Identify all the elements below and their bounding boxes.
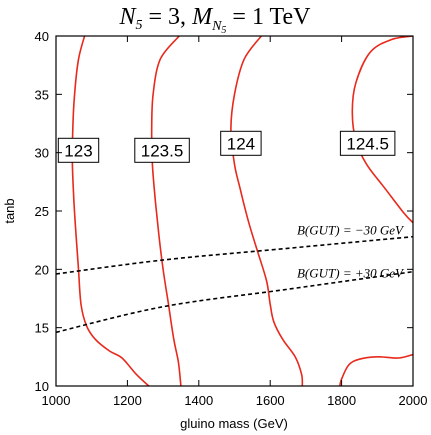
plot-frame [55,35,414,387]
axis-ticks: 1000 1200 1400 1600 1800 2000 10 15 20 25 30 35 40 [35,29,428,408]
x-tick-label: 1800 [327,393,356,408]
y-tick-label: 35 [35,87,49,102]
title-m: M [191,4,214,30]
x-tick-label: 1600 [256,393,285,408]
x-tick-label: 1400 [184,393,213,408]
contour-line-123-5 [150,36,182,386]
annotation-bgut-plus: B(GUT) = +30 GeV [297,266,405,281]
boundary-line-b-gut-30-gev [56,235,413,275]
title-n: N [119,4,138,30]
chart-title: N5 = 3, MN5 = 1 TeV [119,4,312,36]
boundary-line-b-gut-30-gev [56,270,413,334]
title-eq1: = 3, [143,4,193,30]
contour-line-124-5 [351,36,413,224]
y-tick-label: 15 [35,321,49,336]
title-n-sub: 5 [136,18,143,33]
title-m-subsub: 5 [221,25,226,36]
title-m-sub: N [211,19,222,34]
contour-label-box [339,130,396,156]
contour-label-text: 124.5 [346,134,389,153]
contour-line-124-5-lower [339,353,413,386]
y-tick-label: 40 [35,29,49,44]
contour-line-123 [71,36,150,386]
y-axis-label: tanb [2,198,17,223]
y-tick-label: 25 [35,204,49,219]
contour-label-box [134,137,190,163]
plot-area: 123 123.5 124 124.5 B(GUT) = −30 GeV B(GUT) =… [56,36,413,386]
contour-label-124-5: 124.5 [339,130,396,156]
y-tick-label: 10 [35,379,49,394]
contour-line-124 [230,36,304,386]
y-tick-label: 30 [35,146,49,161]
contour-label-text: 123.5 [141,141,184,160]
contour-label-box [57,137,100,163]
x-tick-label: 1200 [113,393,142,408]
contour-label-box [220,130,262,156]
title-eq2: = 1 TeV [226,4,311,30]
contour-label-123-5: 123.5 [134,137,190,163]
svg-text:N5 = 3, MN5 = 1 TeV: N5 = 3, MN5 = 1 TeV [119,4,312,36]
y-tick-label: 20 [35,262,49,277]
contour-label-124: 124 [220,130,262,156]
x-tick-label: 1000 [42,393,71,408]
contour-label-text: 123 [64,141,92,160]
annotation-bgut-minus: B(GUT) = −30 GeV [297,222,405,237]
contour-label-text: 124 [227,134,255,153]
x-tick-label: 2000 [399,393,428,408]
contour-label-123: 123 [57,137,100,163]
x-axis-label: gluino mass (GeV) [180,416,288,431]
